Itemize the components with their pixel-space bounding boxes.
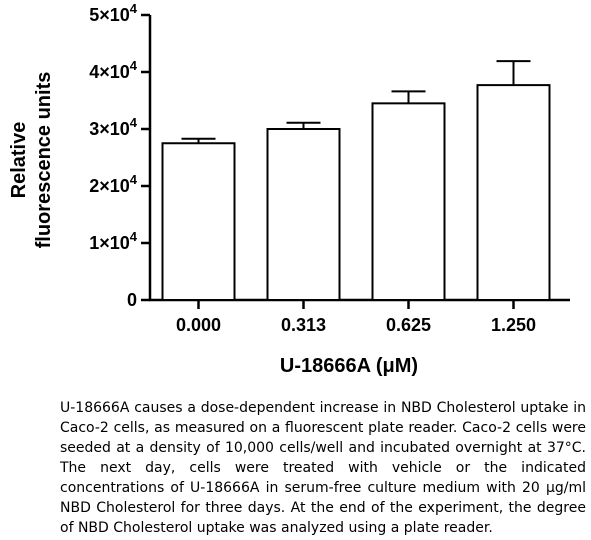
y-tick-label: 0 — [127, 290, 137, 310]
bar — [476, 84, 551, 301]
x-tick-label: 1.250 — [491, 315, 536, 335]
y-tick-label: 3×104 — [89, 115, 138, 139]
x-tick-label: 0.313 — [281, 315, 326, 335]
figure-caption: U-18666A causes a dose-dependent increas… — [60, 400, 586, 536]
x-axis-label: U-18666A (μM) — [280, 355, 418, 377]
y-axis-label-line2: fluorescence units — [33, 72, 55, 249]
bars — [161, 60, 551, 301]
x-tick-label: 0.000 — [176, 315, 221, 335]
y-tick-label: 1×104 — [89, 229, 138, 253]
y-tick-label: 4×104 — [89, 58, 138, 82]
bar — [371, 102, 446, 301]
y-tick-label: 5×104 — [89, 1, 138, 25]
y-axis: 0 1×104 2×104 3×104 4×104 5×104 — [89, 1, 152, 310]
y-tick-label: 2×104 — [89, 172, 138, 196]
x-tick-label: 0.625 — [386, 315, 431, 335]
y-axis-label-line1: Relative — [8, 122, 30, 199]
bar — [266, 128, 341, 301]
x-axis: 0.000 0.313 0.625 1.250 — [149, 298, 570, 335]
bar-chart: 0 1×104 2×104 3×104 4×104 5×104 0.000 0.313 0.6… — [8, 1, 570, 377]
bar — [161, 142, 236, 301]
